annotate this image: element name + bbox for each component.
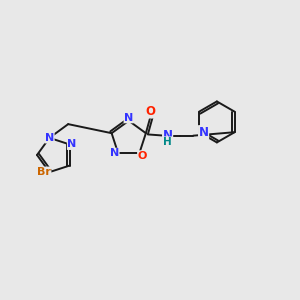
Text: O: O (146, 105, 156, 118)
Text: N: N (45, 133, 54, 143)
Text: N: N (68, 140, 77, 149)
Text: N: N (110, 148, 119, 158)
Text: N: N (199, 126, 208, 139)
Text: Br: Br (37, 167, 51, 177)
Text: H: H (163, 137, 172, 147)
Text: N: N (124, 113, 134, 123)
Text: N: N (163, 129, 172, 142)
Text: O: O (138, 151, 147, 161)
